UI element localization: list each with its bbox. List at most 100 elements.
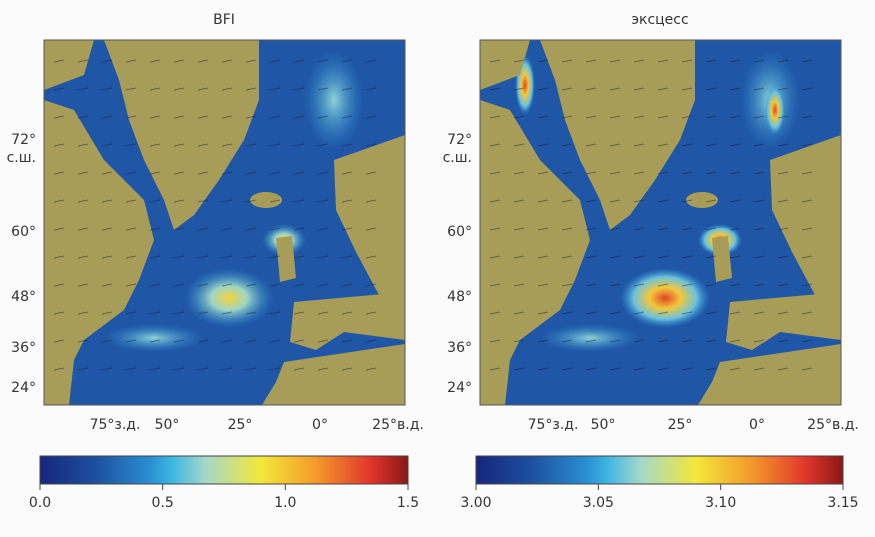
wind-arrow [101,115,113,119]
lat-label: 36° [447,340,472,356]
wind-arrow [777,255,789,259]
wind-arrow [681,311,693,315]
wind-arrow [77,115,89,119]
wind-arrow [221,311,233,315]
wind-arrow [365,199,377,203]
wind-arrow [173,171,185,175]
wind-arrow [489,227,501,231]
wind-arrow [269,255,281,259]
wind-arrow [77,87,89,91]
wind-arrow [53,115,65,119]
wind-arrow [729,227,741,231]
wind-arrow [561,171,573,175]
wind-arrow [197,367,209,371]
wind-arrow [365,283,377,287]
wind-arrow [585,255,597,259]
wind-arrow [317,171,329,175]
wind-arrow [101,227,113,231]
wind-arrow [705,367,717,371]
wind-arrow [561,87,573,91]
wind-arrow [729,87,741,91]
wind-arrow [317,227,329,231]
wind-arrow [705,311,717,315]
wind-arrow [221,115,233,119]
wind-arrow [585,143,597,147]
wind-arrow [777,227,789,231]
anomaly [765,85,785,135]
wind-arrow [657,311,669,315]
wind-arrow [681,339,693,343]
land [334,135,405,305]
wind-arrow [197,283,209,287]
wind-arrow [585,227,597,231]
wind-arrow [537,283,549,287]
wind-arrow [221,143,233,147]
land [726,292,841,350]
wind-arrow [197,255,209,259]
wind-arrow [729,311,741,315]
land [290,292,405,350]
wind-arrow [53,367,65,371]
wind-arrow [561,255,573,259]
wind-arrow [149,199,161,203]
wind-arrow [729,171,741,175]
colorbar [39,455,409,485]
wind-arrow [753,115,765,119]
lon-label: 25° [228,417,253,433]
wind-arrow [705,199,717,203]
wind-arrow [609,199,621,203]
wind-arrow [609,171,621,175]
wind-arrow [269,143,281,147]
wind-arrow [777,283,789,287]
wind-arrow [561,115,573,119]
wind-arrow [149,339,161,343]
wind-arrow [657,59,669,63]
wind-arrow [777,115,789,119]
wind-arrow [729,143,741,147]
wind-arrow [365,87,377,91]
wind-arrow [633,367,645,371]
wind-arrow [537,171,549,175]
wind-arrow [609,143,621,147]
wind-arrow [125,311,137,315]
land [480,40,530,90]
colorbar-tick-label: 0.5 [152,495,174,511]
wind-arrow [657,87,669,91]
wind-arrow [365,339,377,343]
wind-arrow [609,367,621,371]
wind-arrow [753,283,765,287]
wind-arrow [317,115,329,119]
wind-arrow [609,339,621,343]
wind-arrow [173,227,185,231]
wind-arrow [801,59,813,63]
wind-arrow [197,87,209,91]
wind-arrow [657,143,669,147]
lon-label: 0° [749,417,765,433]
wind-arrow [489,339,501,343]
wind-arrow [777,311,789,315]
wind-arrow [729,283,741,287]
wind-arrow [657,283,669,287]
lat-label: с.ш. [7,150,36,166]
wind-arrow [609,255,621,259]
wind-arrow [561,311,573,315]
wind-arrow [101,87,113,91]
wind-arrow [317,283,329,287]
wind-arrow [801,339,813,343]
wind-arrow [489,115,501,119]
lat-label: 24° [447,380,472,396]
land [712,236,732,282]
map-frame [479,39,842,406]
wind-arrow [513,339,525,343]
wind-arrow [681,115,693,119]
wind-arrow [657,255,669,259]
wind-arrow [561,367,573,371]
wind-arrow [125,59,137,63]
wind-arrow [245,367,257,371]
wind-arrow [705,339,717,343]
wind-arrow [657,171,669,175]
wind-arrow [317,199,329,203]
wind-arrow [149,311,161,315]
